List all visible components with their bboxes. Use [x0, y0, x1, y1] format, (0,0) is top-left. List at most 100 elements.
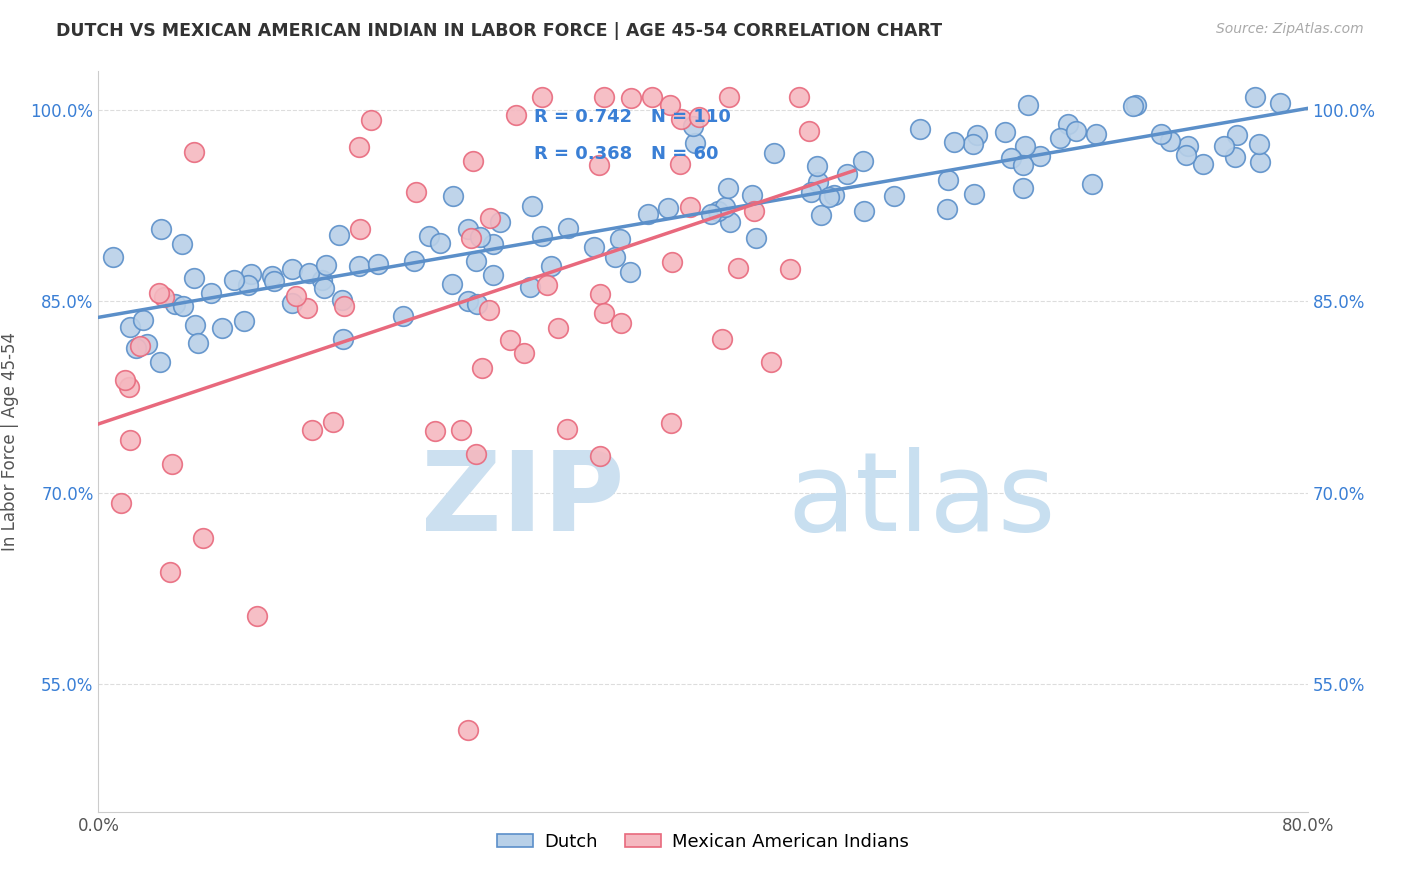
Point [963, 186, 986, 201]
Point [779, 262, 801, 277]
Point [405, 185, 427, 199]
Point [706, 204, 728, 219]
Point [200, 285, 222, 300]
Point [700, 207, 723, 221]
Point [135, 337, 157, 351]
Point [298, 266, 321, 280]
Point [536, 277, 558, 292]
Point [191, 531, 214, 545]
Point [718, 215, 741, 229]
Point [464, 447, 486, 461]
Point [1017, 98, 1039, 112]
Point [479, 211, 502, 225]
Point [610, 316, 633, 330]
Point [159, 565, 181, 579]
Point [530, 229, 553, 244]
Point [603, 250, 626, 264]
Point [183, 270, 205, 285]
Point [682, 120, 704, 134]
Point [592, 90, 614, 104]
Point [311, 273, 333, 287]
Point [162, 457, 184, 471]
Text: atlas: atlas [787, 447, 1056, 554]
Point [588, 287, 610, 301]
Point [1012, 181, 1035, 195]
Point [110, 496, 132, 510]
Point [211, 321, 233, 335]
Point [224, 273, 246, 287]
Point [170, 236, 193, 251]
Point [588, 158, 610, 172]
Point [659, 98, 682, 112]
Point [1000, 151, 1022, 165]
Point [1012, 158, 1035, 172]
Point [609, 232, 631, 246]
Point [540, 259, 562, 273]
Point [787, 90, 810, 104]
Point [583, 240, 606, 254]
Point [1029, 149, 1052, 163]
Point [759, 355, 782, 369]
Point [285, 289, 308, 303]
Point [471, 361, 494, 376]
Point [349, 222, 371, 236]
Point [966, 128, 988, 142]
Point [478, 302, 501, 317]
Point [513, 346, 536, 360]
Point [117, 379, 139, 393]
Point [547, 321, 569, 335]
Point [132, 312, 155, 326]
Point [657, 201, 679, 215]
Point [837, 167, 859, 181]
Point [443, 189, 465, 203]
Point [620, 91, 643, 105]
Point [328, 228, 350, 243]
Point [301, 423, 323, 437]
Point [661, 254, 683, 268]
Point [589, 449, 612, 463]
Point [908, 122, 931, 136]
Legend: Dutch, Mexican American Indians: Dutch, Mexican American Indians [491, 826, 915, 858]
Point [238, 277, 260, 292]
Point [935, 202, 957, 216]
Point [457, 293, 479, 308]
Point [1049, 131, 1071, 145]
Point [280, 296, 302, 310]
Point [149, 354, 172, 368]
Point [1212, 139, 1234, 153]
Point [1150, 128, 1173, 142]
Point [165, 296, 187, 310]
Point [322, 415, 344, 429]
Point [806, 159, 828, 173]
Point [557, 221, 579, 235]
Point [1014, 139, 1036, 153]
Point [101, 250, 124, 264]
Point [263, 274, 285, 288]
Point [429, 235, 451, 250]
Point [741, 187, 763, 202]
Point [148, 286, 170, 301]
Point [943, 135, 966, 149]
Point [717, 90, 740, 104]
Point [232, 314, 254, 328]
Point [530, 90, 553, 104]
Text: R = 0.368   N = 60: R = 0.368 N = 60 [534, 145, 718, 163]
Point [482, 237, 505, 252]
Point [457, 723, 479, 738]
Point [280, 262, 302, 277]
Point [1268, 96, 1291, 111]
Point [150, 222, 173, 236]
Point [1226, 128, 1249, 142]
Point [498, 333, 520, 347]
Point [679, 200, 702, 214]
Point [315, 258, 337, 272]
Point [683, 136, 706, 151]
Text: R = 0.742   N = 110: R = 0.742 N = 110 [534, 109, 731, 127]
Point [367, 257, 389, 271]
Point [883, 188, 905, 202]
Point [817, 190, 839, 204]
Point [1177, 138, 1199, 153]
Point [450, 423, 472, 437]
Point [128, 339, 150, 353]
Point [745, 231, 768, 245]
